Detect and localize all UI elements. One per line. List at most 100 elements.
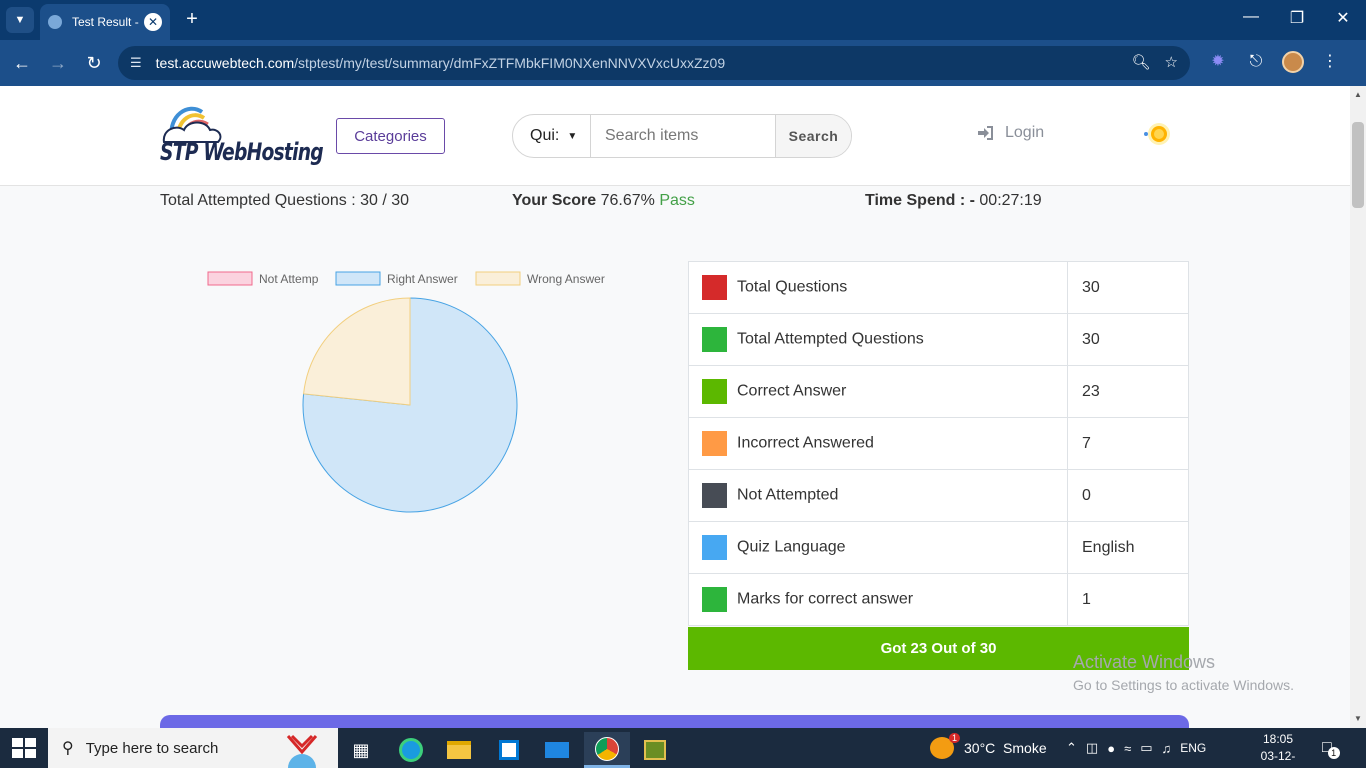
attempted-value: 30 / 30 — [360, 192, 410, 209]
volume-icon[interactable]: ♫ — [1161, 740, 1172, 756]
color-swatch — [702, 275, 727, 300]
row-label-cell: Marks for correct answer — [688, 573, 1068, 626]
tab-search-button[interactable]: ▼ — [6, 7, 34, 33]
restore-button[interactable]: ❐ — [1289, 10, 1305, 27]
row-label: Correct Answer — [737, 382, 847, 400]
row-value: 7 — [1067, 417, 1189, 470]
window-close-button[interactable]: ✕ — [1336, 10, 1350, 27]
extension-puzzle-star-icon[interactable]: ✹ — [1211, 53, 1225, 70]
color-swatch — [702, 587, 727, 612]
weather-widget[interactable]: 1 30°C Smoke — [930, 728, 1047, 768]
row-value: English — [1067, 521, 1189, 574]
time-value: 00:27:19 — [979, 192, 1042, 209]
search-input[interactable] — [591, 115, 775, 157]
browser-menu-icon[interactable]: ⋮ — [1322, 53, 1338, 70]
profile-avatar[interactable] — [1282, 51, 1304, 73]
table-row: Marks for correct answer 1 — [688, 573, 1189, 626]
row-label: Not Attempted — [737, 486, 839, 504]
system-tray: ⌃ ◫ ● ≈ ▭ ♫ ENG — [1066, 728, 1206, 768]
mail-icon[interactable] — [534, 732, 580, 768]
row-value: 23 — [1067, 365, 1189, 418]
windows-taskbar: ⚲ Type here to search ▦ 1 30°C Smoke ⌃ ◫… — [0, 728, 1366, 768]
page-scrollbar[interactable]: ▲ ▼ — [1350, 86, 1366, 728]
minimize-button[interactable]: — — [1243, 8, 1259, 25]
notification-center[interactable]: □ 1 — [1322, 728, 1340, 768]
legend-swatch[interactable] — [475, 271, 521, 286]
page-viewport: STP WebHosting Categories Qui: ▼ Search … — [0, 86, 1350, 728]
tray-chevron-up-icon[interactable]: ⌃ — [1066, 740, 1077, 755]
row-label-cell: Total Questions — [688, 261, 1068, 314]
chrome-icon[interactable] — [584, 732, 630, 768]
clock[interactable]: 18:05 03-12-2024 — [1248, 731, 1308, 768]
wifi-icon[interactable]: ≈ — [1124, 740, 1132, 756]
notification-count: 1 — [1327, 747, 1340, 759]
file-explorer-icon[interactable] — [436, 732, 482, 768]
weather-badge: 1 — [948, 733, 960, 743]
row-label-cell: Incorrect Answered — [688, 417, 1068, 470]
address-bar[interactable]: ☰ test.accuwebtech.com/stptest/my/test/s… — [118, 46, 1190, 80]
table-row: Total Questions 30 — [688, 261, 1189, 314]
extensions-icon[interactable]: ⎋ — [1249, 53, 1263, 70]
scroll-thumb[interactable] — [1352, 122, 1364, 208]
row-label: Marks for correct answer — [737, 590, 914, 608]
score-label: Your Score — [512, 192, 597, 209]
results-pie-chart: Not Attemp Right Answer Wrong Answer — [207, 271, 605, 513]
pinned-app-icon[interactable] — [632, 732, 678, 768]
forward-button[interactable]: → — [49, 53, 67, 73]
login-link[interactable]: Login — [977, 124, 1044, 142]
pie-slice[interactable] — [302, 297, 518, 513]
browser-tab[interactable]: Test Result - ✕ — [40, 4, 170, 40]
row-value: 0 — [1067, 469, 1189, 522]
legend-swatch[interactable] — [207, 271, 253, 286]
edge-browser-icon[interactable] — [388, 732, 434, 768]
attempted-summary: Total Attempted Questions : 30 / 30 — [160, 192, 409, 210]
legend-swatch[interactable] — [335, 271, 381, 286]
result-banner: Got 23 Out of 30 — [688, 627, 1189, 670]
bookmark-star-icon[interactable]: ☆ — [1164, 54, 1178, 71]
watermark-line2: Go to Settings to activate Windows. — [1073, 677, 1294, 693]
table-row: Total Attempted Questions 30 — [688, 313, 1189, 366]
logo-text: STP WebHosting — [160, 138, 324, 166]
microsoft-store-icon[interactable] — [486, 732, 532, 768]
language-indicator[interactable]: ENG — [1180, 741, 1207, 755]
scroll-up-arrow-icon[interactable]: ▲ — [1354, 90, 1362, 99]
browser-tab-bar: ▼ Test Result - ✕ + — ❐ ✕ — [0, 0, 1366, 40]
search-category-select[interactable]: Qui: ▼ — [513, 115, 591, 157]
url-path: /stptest/my/test/summary/dmFxZTFMbkFIM0N… — [294, 55, 726, 71]
tray-device-icon[interactable]: ◫ — [1085, 740, 1099, 755]
taskbar-search[interactable]: ⚲ Type here to search — [48, 728, 338, 768]
pie-slice[interactable] — [303, 297, 411, 406]
search-button[interactable]: Search — [775, 115, 851, 157]
table-row: Not Attempted 0 — [688, 469, 1189, 522]
browser-toolbar: ← → ↻ ☰ test.accuwebtech.com/stptest/my/… — [0, 40, 1366, 86]
time-summary: Time Spend : - 00:27:19 — [865, 192, 1042, 210]
legend-label[interactable]: Not Attemp — [259, 272, 319, 286]
tray-meet-icon[interactable]: ● — [1107, 740, 1116, 756]
battery-icon[interactable]: ▭ — [1140, 740, 1153, 755]
weather-icon: 1 — [930, 733, 960, 759]
legend-label[interactable]: Right Answer — [387, 272, 458, 286]
site-logo[interactable]: STP WebHosting — [158, 98, 324, 172]
site-header: STP WebHosting Categories Qui: ▼ Search … — [0, 86, 1350, 186]
task-view-icon[interactable]: ▦ — [352, 739, 370, 760]
score-summary: Your Score 76.67% Pass — [512, 192, 695, 210]
sun-icon — [1144, 123, 1170, 145]
back-button[interactable]: ← — [13, 53, 31, 73]
zoom-icon[interactable]: 🔍︎ — [1131, 54, 1151, 71]
row-value: 1 — [1067, 573, 1189, 626]
clock-time: 18:05 — [1262, 732, 1294, 746]
theme-toggle[interactable] — [1143, 119, 1175, 149]
row-value: 30 — [1067, 313, 1189, 366]
categories-button[interactable]: Categories — [336, 118, 445, 154]
notification-icon: □ — [1322, 739, 1332, 756]
new-tab-button[interactable]: + — [186, 8, 198, 30]
site-info-icon[interactable]: ☰ — [130, 55, 142, 70]
login-icon — [978, 126, 993, 140]
windows-start-icon[interactable] — [12, 738, 36, 758]
scroll-down-arrow-icon[interactable]: ▼ — [1354, 714, 1362, 723]
legend-label[interactable]: Wrong Answer — [527, 272, 605, 286]
row-label: Incorrect Answered — [737, 434, 874, 452]
url-host: test.accuwebtech.com — [155, 55, 295, 71]
reload-button[interactable]: ↻ — [86, 53, 102, 73]
tab-close-icon[interactable]: ✕ — [144, 13, 162, 31]
